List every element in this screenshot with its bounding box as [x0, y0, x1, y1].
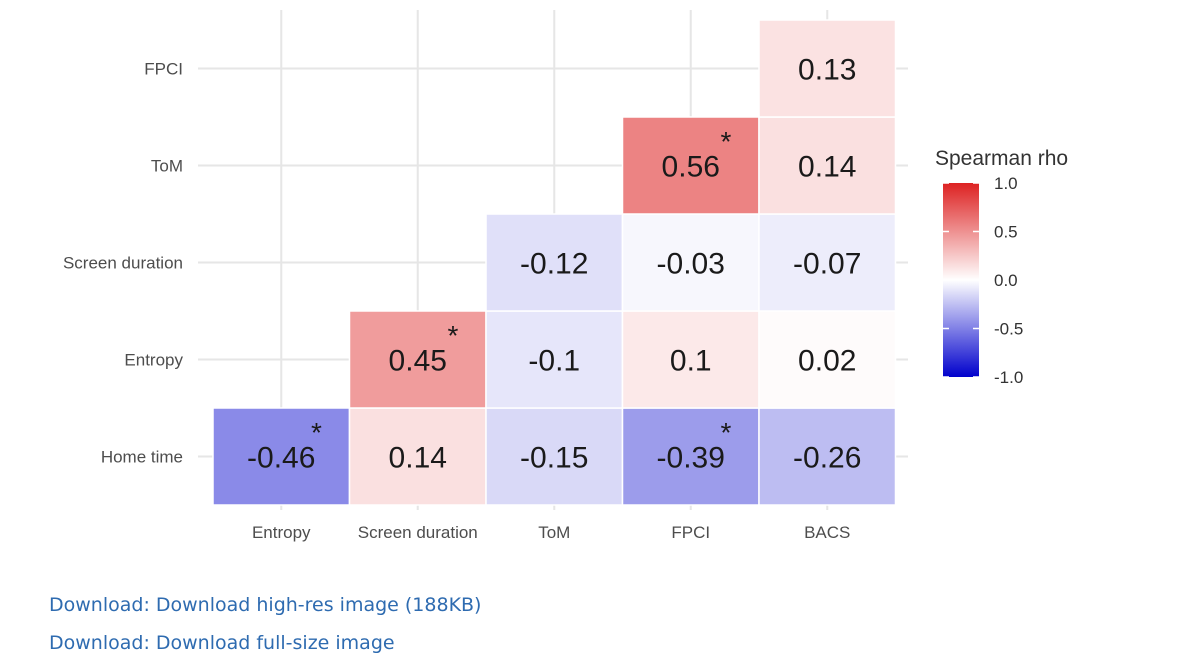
cell-value-label: -0.03 — [657, 248, 725, 281]
cell-fill — [621, 213, 760, 312]
y-tick-label: ToM — [151, 157, 183, 176]
x-axis-ticks: Entropy Screen duration ToM FPCI BACS — [252, 523, 850, 542]
heatmap-cell: -0.39* — [621, 407, 760, 506]
cell-fill — [348, 407, 487, 506]
heatmap-cell: -0.26 — [758, 407, 897, 506]
legend-ticks: 1.0 0.5 0.0 -0.5 -1.0 — [943, 174, 1023, 387]
x-tick-label: ToM — [538, 523, 570, 542]
cell-value-label: -0.26 — [793, 442, 861, 475]
download-full-size-link[interactable]: Download: Download full-size image — [49, 632, 395, 654]
download-high-res-link[interactable]: Download: Download high-res image (188KB… — [49, 594, 482, 616]
heatmap-cell: -0.03 — [621, 213, 760, 312]
cell-fill — [621, 116, 760, 215]
y-tick-label: FPCI — [144, 60, 183, 79]
heatmap-cells: -0.46*0.14 -0.15 -0.39*-0.260.45*-0.1 0.1 0.… — [212, 19, 897, 506]
significance-star: * — [448, 320, 459, 351]
cell-fill — [758, 19, 897, 118]
cell-fill — [758, 310, 897, 409]
cell-value-label: 0.13 — [798, 54, 856, 87]
cell-fill — [758, 407, 897, 506]
cell-value-label: 0.02 — [798, 345, 856, 378]
cell-value-label: -0.12 — [520, 248, 588, 281]
color-legend: Spearman rho 1.0 0.5 0.0 -0.5 -1.0 — [935, 147, 1068, 387]
heatmap-cell: -0.15 — [485, 407, 624, 506]
cell-fill — [758, 213, 897, 312]
cell-value-label: -0.15 — [520, 442, 588, 475]
cell-value-label: 0.45 — [389, 345, 447, 378]
heatmap-cell: 0.02 — [758, 310, 897, 409]
cell-fill — [621, 407, 760, 506]
cell-value-label: 0.1 — [670, 345, 712, 378]
heatmap-cell: -0.12 — [485, 213, 624, 312]
cell-fill — [621, 310, 760, 409]
legend-tick-label: -0.5 — [994, 320, 1023, 339]
cell-value-label: 0.56 — [662, 151, 720, 184]
y-axis-ticks: Home time Entropy Screen duration ToM FPCI — [63, 60, 184, 467]
heatmap-cell: -0.46* — [212, 407, 351, 506]
cell-fill — [485, 310, 624, 409]
cell-value-label: 0.14 — [798, 151, 856, 184]
significance-star: * — [721, 417, 732, 448]
heatmap-cell: 0.56* — [621, 116, 760, 215]
legend-tick-label: 0.0 — [994, 271, 1018, 290]
legend-tick-label: 1.0 — [994, 174, 1018, 193]
significance-star: * — [721, 126, 732, 157]
cell-fill — [485, 213, 624, 312]
x-tick-label: Entropy — [252, 523, 311, 542]
significance-star: * — [311, 417, 322, 448]
cell-value-label: 0.14 — [389, 442, 447, 475]
cell-fill — [348, 310, 487, 409]
y-tick-label: Home time — [101, 448, 183, 467]
y-tick-label: Entropy — [124, 351, 183, 370]
heatmap-cell: 0.45* — [348, 310, 487, 409]
cell-value-label: -0.07 — [793, 248, 861, 281]
x-tick-label: BACS — [804, 523, 850, 542]
download-links: Download: Download high-res image (188KB… — [49, 586, 481, 662]
heatmap-cell: 0.13 — [758, 19, 897, 118]
legend-title: Spearman rho — [935, 147, 1068, 170]
y-tick-label: Screen duration — [63, 254, 183, 273]
cell-value-label: -0.39 — [657, 442, 725, 475]
x-tick-label: FPCI — [671, 523, 710, 542]
legend-tick-label: -1.0 — [994, 368, 1023, 387]
heatmap-cell: -0.07 — [758, 213, 897, 312]
heatmap-cell: 0.1 — [621, 310, 760, 409]
legend-tick-label: 0.5 — [994, 223, 1018, 242]
heatmap-cell: 0.14 — [758, 116, 897, 215]
heatmap-cell: 0.14 — [348, 407, 487, 506]
heatmap-cell: -0.1 — [485, 310, 624, 409]
correlation-heatmap: -0.46*0.14 -0.15 -0.39*-0.260.45*-0.1 0.1 0.… — [63, 10, 1068, 542]
cell-value-label: -0.1 — [528, 345, 580, 378]
cell-value-label: -0.46 — [247, 442, 315, 475]
cell-fill — [758, 116, 897, 215]
x-tick-label: Screen duration — [358, 523, 478, 542]
